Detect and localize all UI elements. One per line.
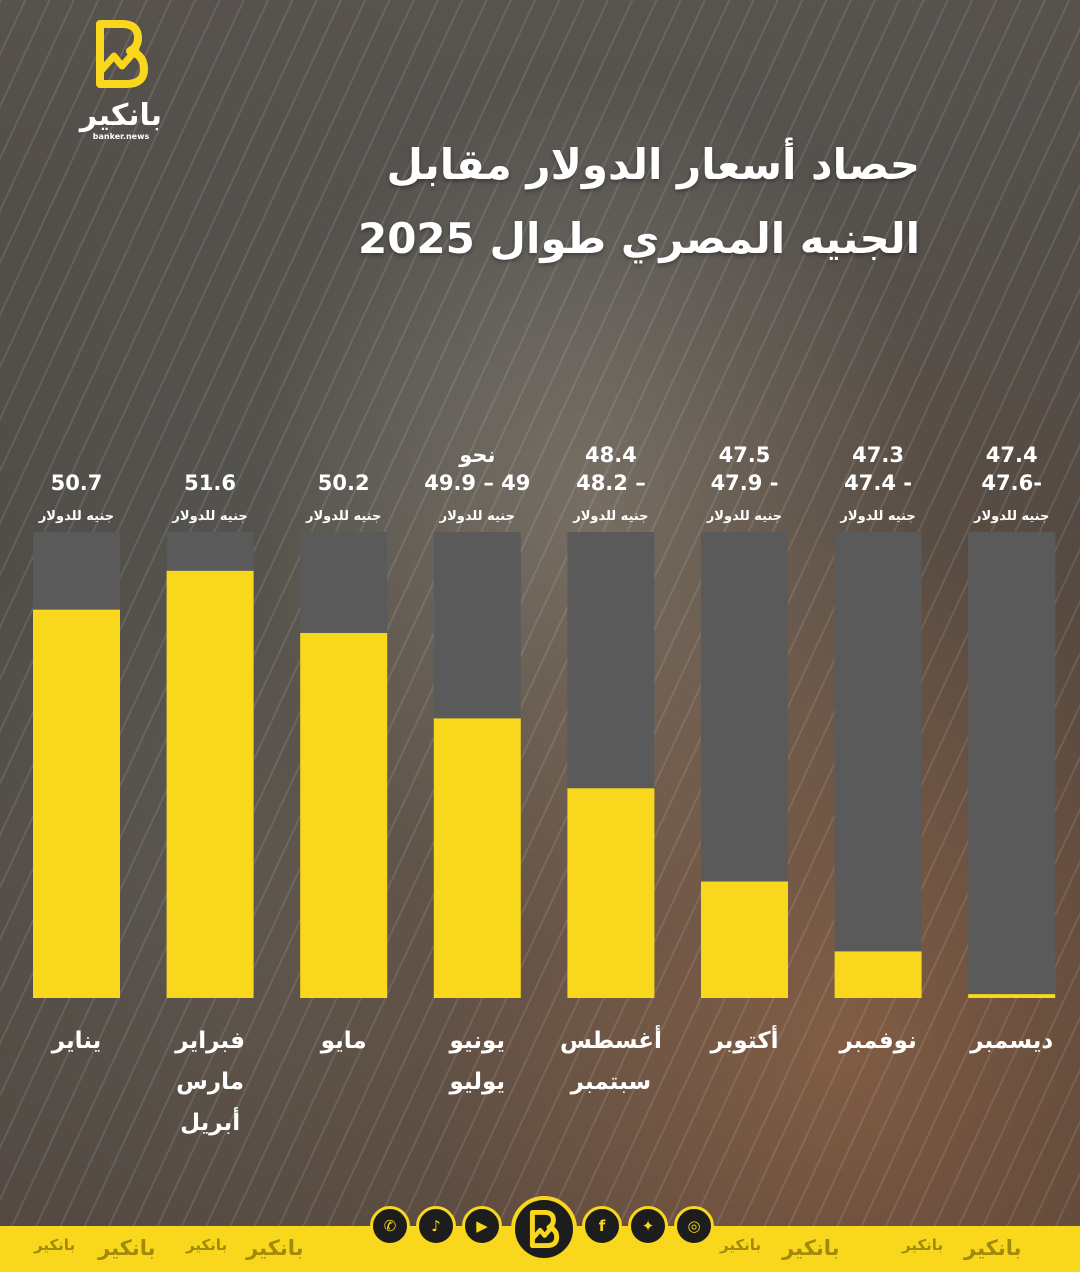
category-label: فبراير [174,1028,245,1054]
footer-watermark: بانكير [186,1236,228,1254]
facebook-icon[interactable]: f [582,1206,622,1246]
footer-watermark: بانكير [246,1236,304,1260]
bar-chart: 50.7 جنيه للدولار يناير 51.6 جنيه للدولار فبر… [33,443,1056,1136]
tiktok-icon[interactable]: ♪ [416,1206,456,1246]
footer-watermark: بانكير [902,1236,944,1254]
data-label: نحو [458,443,495,467]
data-label: -47.6 [981,471,1042,495]
data-label: – 48.2 [576,471,646,495]
footer-watermark: بانكير [782,1236,840,1260]
page-title: حصاد أسعار الدولار مقابل الجنيه المصري ط… [180,128,920,276]
category-label: مايو [320,1028,367,1054]
category-label: مارس [176,1069,244,1095]
logo-url: banker.news [92,132,150,141]
category-label: يناير [51,1028,102,1054]
data-label: 50.7 [51,471,103,495]
bar [834,951,922,998]
unit-label: جنيه للدولار [38,509,114,524]
bar [968,994,1056,998]
unit-label: جنيه للدولار [839,509,915,524]
bar [166,570,254,998]
category-label: أبريل [180,1106,240,1136]
footer-watermark: بانكير [964,1236,1022,1260]
whatsapp-icon[interactable]: ✆ [370,1206,410,1246]
category-label: يونيو [449,1028,506,1054]
footer-watermark: بانكير [34,1236,76,1254]
bar [433,718,521,998]
bar [300,632,388,998]
data-label: 47.5 [719,443,771,467]
data-label: 51.6 [184,471,236,495]
title-line-1: حصاد أسعار الدولار مقابل [386,140,920,189]
category-label: أكتوبر [709,1024,778,1054]
category-label: أغسطس [560,1024,662,1054]
twitter-icon[interactable]: ✦ [628,1206,668,1246]
title-line-2: الجنيه المصري طوال 2025 [357,214,920,263]
logo-b-icon [96,20,148,88]
bar-track [834,532,922,998]
brand-logo: بانكير banker.news [62,20,182,141]
category-label: نوفمبر [838,1028,916,1054]
bar [701,881,788,998]
category-label: سبتمبر [570,1069,652,1095]
category-label: ديسمبر [969,1028,1053,1054]
logo-b-icon [529,1210,560,1248]
logo-name: بانكير [79,98,163,133]
footer-watermark: بانكير [98,1236,156,1260]
unit-label: جنيه للدولار [706,509,782,524]
unit-label: جنيه للدولار [171,509,247,524]
unit-label: جنيه للدولار [305,509,381,524]
data-label: 50.2 [318,471,370,495]
unit-label: جنيه للدولار [572,509,648,524]
center-logo-badge[interactable] [511,1196,577,1262]
category-label: يوليو [449,1069,506,1095]
bar-track [968,532,1056,998]
data-label: 47.4 [986,443,1038,467]
data-label: 49 – 49.9 [424,471,530,495]
unit-label: جنيه للدولار [439,509,515,524]
unit-label: جنيه للدولار [973,509,1049,524]
footer-watermark: بانكير [720,1236,762,1254]
data-label: 47.3 [852,443,904,467]
data-label: 48.4 [585,443,637,467]
data-label: - 47.4 [844,471,912,495]
bar [567,788,655,998]
data-label: - 47.9 [711,471,779,495]
youtube-icon[interactable]: ▶ [462,1206,502,1246]
instagram-icon[interactable]: ◎ [674,1206,714,1246]
bar [33,609,120,998]
